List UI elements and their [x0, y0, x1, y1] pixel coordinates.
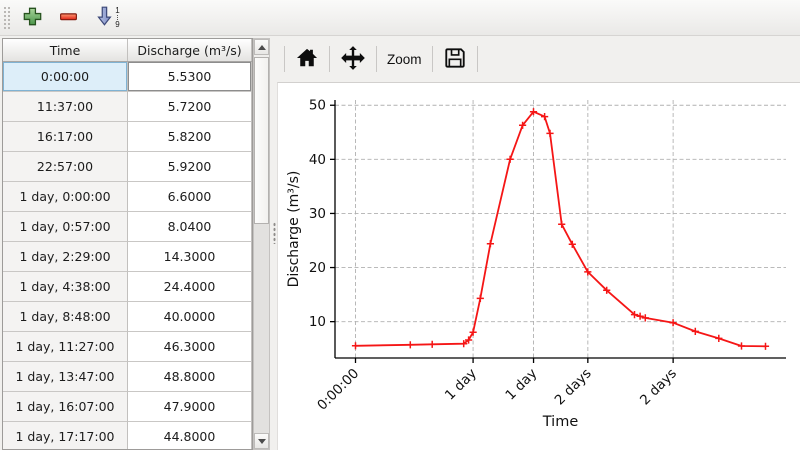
time-cell[interactable]: 11:37:00 — [3, 92, 128, 122]
time-cell[interactable]: 1 day, 8:48:00 — [3, 302, 128, 332]
arrow-down-icon — [257, 438, 266, 444]
table-header-row: Time Discharge (m³/s) — [3, 39, 252, 62]
scroll-down-button[interactable] — [254, 433, 269, 449]
scrollbar-thumb[interactable] — [254, 57, 269, 224]
time-cell[interactable]: 1 day, 4:38:00 — [3, 272, 128, 302]
zoom-button[interactable]: Zoom — [383, 42, 426, 76]
discharge-cell[interactable]: 47.9000 — [128, 392, 252, 422]
discharge-cell[interactable]: 44.8000 — [128, 422, 252, 449]
time-cell[interactable]: 1 day, 2:29:00 — [3, 242, 128, 272]
splitter-handle-icon — [273, 222, 276, 244]
pan-button[interactable] — [336, 42, 370, 76]
panel-splitter[interactable] — [270, 36, 278, 450]
table-row[interactable]: 1 day, 0:57:00 8.0400 — [3, 212, 252, 242]
main-toolbar: 1 9 — [0, 0, 800, 36]
scrollbar-track[interactable] — [254, 224, 269, 434]
discharge-cell[interactable]: 40.0000 — [128, 302, 252, 332]
toolbar-separator — [284, 46, 285, 72]
chart-toolbar: Zoom — [278, 36, 800, 82]
x-axis-label: Time — [542, 414, 579, 430]
discharge-line-chart[interactable]: 10 20 30 40 50 0:00:00 1 day 1 day 2 days 2 days D… — [278, 83, 800, 450]
arrow-up-icon — [257, 44, 266, 50]
toolbar-separator — [476, 46, 478, 72]
chart-panel: 10 20 30 40 50 0:00:00 1 day 1 day 2 days 2 days D… — [277, 82, 800, 450]
table-row[interactable]: 1 day, 16:07:00 47.9000 — [3, 392, 252, 422]
time-cell[interactable]: 22:57:00 — [3, 152, 128, 182]
plus-icon — [22, 6, 43, 30]
save-floppy-icon — [443, 46, 467, 73]
discharge-cell[interactable]: 5.8200 — [128, 122, 252, 152]
zoom-button-label: Zoom — [387, 51, 422, 67]
x-tick-labels: 0:00:00 1 day 1 day 2 days 2 days — [314, 366, 680, 414]
discharge-cell[interactable]: 14.3000 — [128, 242, 252, 272]
table-scrollbar[interactable] — [253, 38, 270, 450]
scroll-up-button[interactable] — [254, 39, 269, 55]
time-cell[interactable]: 1 day, 16:07:00 — [3, 392, 128, 422]
toolbar-separator — [329, 46, 330, 72]
add-row-button[interactable] — [17, 3, 47, 33]
toolbar-separator — [431, 46, 433, 72]
grid-lines — [335, 100, 786, 358]
time-cell[interactable]: 0:00:00 — [3, 62, 128, 92]
table-row[interactable]: 0:00:00 5.5300 — [3, 62, 252, 92]
column-header-discharge[interactable]: Discharge (m³/s) — [128, 39, 252, 61]
table-row[interactable]: 16:17:00 5.8200 — [3, 122, 252, 152]
svg-text:40: 40 — [309, 152, 326, 168]
discharge-cell[interactable]: 48.8000 — [128, 362, 252, 392]
data-point-markers — [351, 108, 770, 350]
svg-text:2 days: 2 days — [637, 366, 680, 409]
time-cell[interactable]: 16:17:00 — [3, 122, 128, 152]
column-header-time[interactable]: Time — [3, 39, 128, 61]
discharge-cell[interactable]: 6.6000 — [128, 182, 252, 212]
svg-text:30: 30 — [309, 206, 326, 222]
y-tick-labels: 10 20 30 40 50 — [309, 98, 326, 330]
svg-text:0:00:00: 0:00:00 — [314, 366, 362, 414]
sort-digit-one: 1 — [115, 6, 120, 15]
table-row[interactable]: 1 day, 4:38:00 24.4000 — [3, 272, 252, 302]
discharge-cell[interactable]: 8.0400 — [128, 212, 252, 242]
pan-move-icon — [340, 45, 366, 74]
sort-digit-nine: 9 — [115, 20, 120, 29]
svg-text:1 day: 1 day — [442, 366, 480, 404]
data-line — [355, 110, 766, 348]
save-button[interactable] — [439, 42, 471, 76]
discharge-cell[interactable]: 5.5300 — [128, 62, 252, 92]
time-cell[interactable]: 1 day, 13:47:00 — [3, 362, 128, 392]
timeseries-table: Time Discharge (m³/s) 0:00:00 5.5300 11:37… — [2, 38, 253, 450]
home-icon — [295, 46, 319, 73]
svg-text:10: 10 — [309, 314, 326, 330]
table-row[interactable]: 22:57:00 5.9200 — [3, 152, 252, 182]
table-body: 0:00:00 5.5300 11:37:00 5.7200 16:17:00 5.820… — [3, 62, 252, 449]
table-row[interactable]: 1 day, 17:17:00 44.8000 — [3, 422, 252, 449]
toolbar-grip[interactable] — [2, 4, 11, 31]
svg-text:2 days: 2 days — [552, 366, 595, 409]
table-row[interactable]: 11:37:00 5.7200 — [3, 92, 252, 122]
svg-text:50: 50 — [309, 98, 326, 114]
svg-text:1 day: 1 day — [502, 366, 540, 404]
y-axis-label: Discharge (m³/s) — [286, 171, 302, 288]
discharge-cell[interactable]: 46.3000 — [128, 332, 252, 362]
sort-ascending-icon — [96, 5, 114, 30]
home-button[interactable] — [291, 42, 323, 76]
remove-row-button[interactable] — [53, 3, 83, 33]
axes-spines — [330, 100, 786, 363]
table-row[interactable]: 1 day, 13:47:00 48.8000 — [3, 362, 252, 392]
minus-icon — [58, 6, 79, 30]
discharge-cell[interactable]: 5.9200 — [128, 152, 252, 182]
table-row[interactable]: 1 day, 0:00:00 6.6000 — [3, 182, 252, 212]
time-cell[interactable]: 1 day, 11:27:00 — [3, 332, 128, 362]
svg-text:20: 20 — [309, 260, 326, 276]
time-cell[interactable]: 1 day, 0:57:00 — [3, 212, 128, 242]
table-row[interactable]: 1 day, 2:29:00 14.3000 — [3, 242, 252, 272]
sort-dotted-line — [116, 15, 118, 20]
table-row[interactable]: 1 day, 11:27:00 46.3000 — [3, 332, 252, 362]
time-cell[interactable]: 1 day, 0:00:00 — [3, 182, 128, 212]
discharge-cell[interactable]: 5.7200 — [128, 92, 252, 122]
toolbar-separator — [376, 46, 377, 72]
table-row[interactable]: 1 day, 8:48:00 40.0000 — [3, 302, 252, 332]
sort-digits: 1 9 — [115, 6, 120, 29]
sort-ascending-button[interactable]: 1 9 — [89, 3, 127, 33]
discharge-cell[interactable]: 24.4000 — [128, 272, 252, 302]
time-cell[interactable]: 1 day, 17:17:00 — [3, 422, 128, 449]
